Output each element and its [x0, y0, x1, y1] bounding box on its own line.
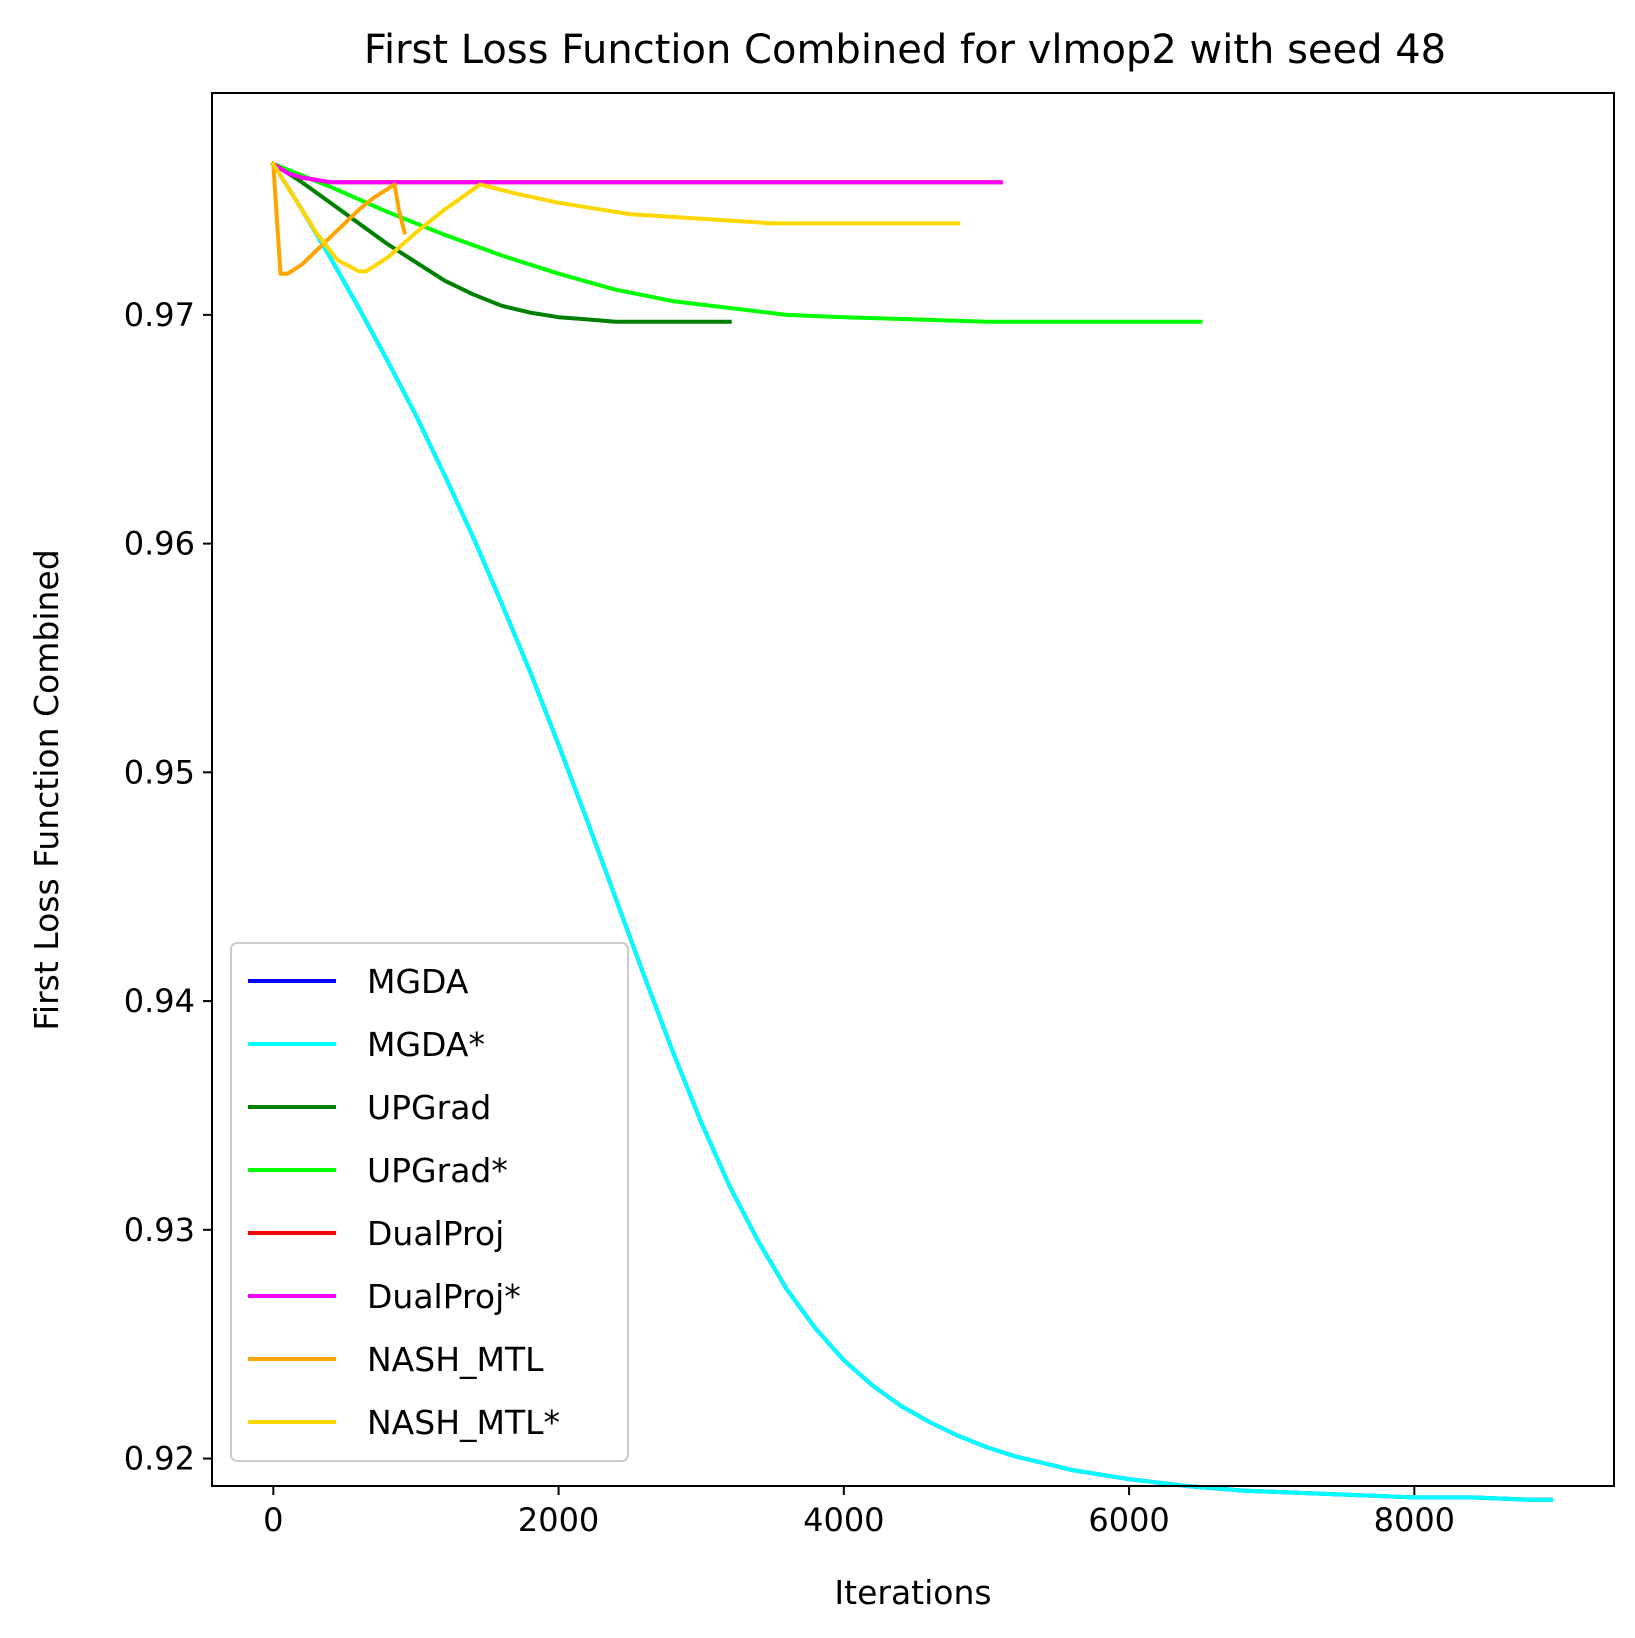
x-tick-label: 4000	[803, 1501, 884, 1539]
series-line-dualproj-	[270, 161, 1003, 185]
y-tick-label: 0.97	[124, 296, 195, 334]
legend-label: NASH_MTL	[367, 1340, 544, 1379]
chart-title: First Loss Function Combined for vlmop2 …	[364, 27, 1446, 73]
y-tick-label: 0.92	[124, 1440, 195, 1478]
x-tick-label: 8000	[1374, 1501, 1455, 1539]
series-line-nash-mtl	[271, 161, 407, 276]
legend-label: NASH_MTL*	[367, 1403, 560, 1442]
series-lines	[270, 161, 1554, 1502]
series-line-mgda-	[270, 161, 1554, 1502]
legend: MGDA MGDA* UPGrad UPGrad* DualProj DualProj* N…	[230, 942, 629, 1462]
legend-label: DualProj	[367, 1214, 504, 1253]
plot-frame	[211, 92, 1615, 1487]
legend-label: UPGrad*	[367, 1151, 508, 1190]
x-axis-ticks: 0 2000 4000 6000 8000	[263, 1486, 1455, 1539]
legend-label: UPGrad	[367, 1088, 491, 1127]
y-tick-label: 0.94	[124, 982, 195, 1020]
y-axis-label: First Loss Function Combined	[27, 549, 66, 1030]
x-tick-label: 2000	[518, 1501, 599, 1539]
y-tick-label: 0.96	[124, 525, 195, 563]
legend-label: MGDA	[367, 962, 469, 1001]
legend-box	[230, 942, 629, 1462]
legend-label: DualProj*	[367, 1277, 521, 1316]
y-tick-label: 0.95	[124, 753, 195, 791]
y-axis-ticks: 0.92 0.93 0.94 0.95 0.96 0.97	[124, 296, 212, 1478]
series-line-nash-mtl-	[270, 161, 960, 274]
x-tick-label: 0	[263, 1501, 283, 1539]
legend-label: MGDA*	[367, 1025, 485, 1064]
series-line-upgrad-	[270, 161, 1203, 324]
y-tick-label: 0.93	[124, 1211, 195, 1249]
x-axis-label: Iterations	[834, 1573, 991, 1612]
x-tick-label: 6000	[1088, 1501, 1169, 1539]
